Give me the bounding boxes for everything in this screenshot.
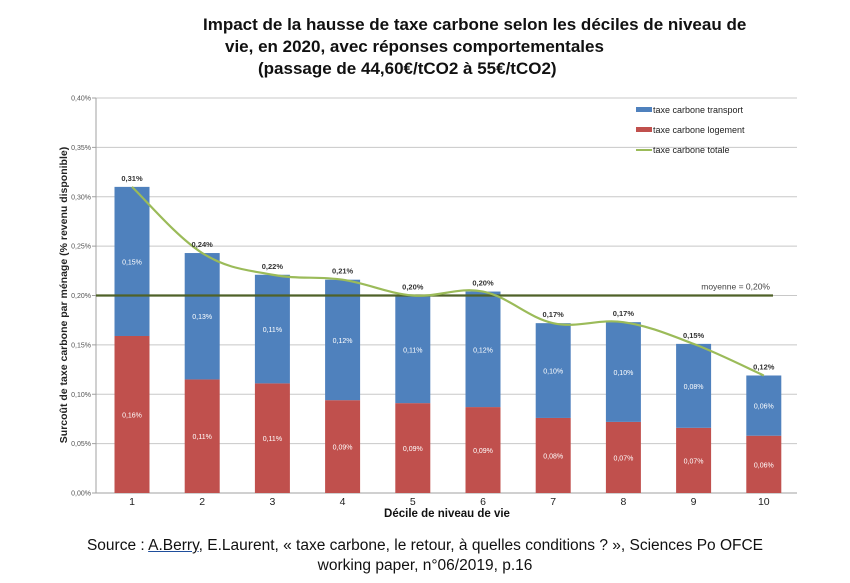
bar-taxe-carbone-logement [535,417,571,493]
y-tick-label: 0,30% [71,194,91,201]
total-data-label: 0,17% [543,310,565,319]
bar-data-label: 0,10% [543,369,563,376]
legend: taxe carbone transport taxe carbone logem… [636,105,745,155]
chart-title-line-1: Impact de la hausse de taxe carbone selo… [203,15,747,34]
bar-data-label: 0,08% [684,384,704,391]
bar-data-label: 0,11% [263,327,282,334]
author-link[interactable]: A.Berry [148,537,199,554]
y-tick-label: 0,20% [71,293,91,300]
x-tick-label: 10 [758,496,770,508]
total-data-label: 0,17% [613,309,635,318]
bar-data-label: 0,13% [192,314,212,321]
bar-taxe-carbone-transport [395,295,431,404]
chart-title-line-3: (passage de 44,60€/tCO2 à 55€/tCO2) [258,59,557,78]
y-tick-label: 0,00% [71,491,91,498]
source-citation: Source : A.Berry, E.Laurent, « taxe carb… [0,536,850,576]
bar-taxe-carbone-logement [325,400,361,493]
x-tick-label: 9 [691,496,697,508]
total-data-label: 0,15% [683,331,705,340]
bar-data-label: 0,11% [263,436,282,443]
legend-swatch-taxe-carbone-logement [636,127,652,132]
y-tick-label: 0,40% [71,96,91,103]
bar-data-label: 0,12% [473,347,493,354]
x-axis-label: Décile de niveau de vie [384,508,510,520]
legend-label-taxe-carbone-transport: taxe carbone transport [653,105,744,115]
legend-label-taxe-carbone-totale: taxe carbone totale [653,145,730,155]
x-tick-label: 4 [340,496,346,508]
bar-data-label: 0,10% [613,370,633,377]
total-data-label: 0,20% [472,279,494,288]
bar-taxe-carbone-logement [465,407,501,493]
bar-data-label: 0,06% [754,404,774,411]
bar-taxe-carbone-transport [114,186,150,336]
bars: 0,16% 0,15% 0,11% 0,13% 0,11% 0,11% 0,09% 0,12%… [114,186,782,493]
bar-data-label: 0,06% [754,462,774,469]
bar-data-label: 0,07% [613,455,633,462]
chart-title-line-2: vie, en 2020, avec réponses comportement… [225,37,604,56]
source-line-2: working paper, n°06/2019, p.16 [317,557,533,574]
bar-taxe-carbone-logement [746,435,782,493]
bar-data-label: 0,07% [684,458,704,465]
bar-data-label: 0,09% [473,448,493,455]
y-axis-ticks: 0,00% 0,05% 0,10% 0,15% 0,20% 0,25% 0,30% 0,35%… [71,96,96,498]
bar-taxe-carbone-logement [254,383,290,493]
total-data-label: 0,12% [753,362,775,371]
total-data-label: 0,20% [402,283,424,292]
bar-taxe-carbone-transport [746,375,782,436]
average-label: moyenne = 0,20% [701,282,770,292]
bar-taxe-carbone-logement [395,403,431,493]
stacked-bar-chart: 0,00% 0,05% 0,10% 0,15% 0,20% 0,25% 0,30% 0,35%… [58,96,797,520]
legend-label-taxe-carbone-logement: taxe carbone logement [653,125,745,135]
x-tick-label: 6 [480,496,486,508]
legend-swatch-taxe-carbone-transport [636,107,652,112]
total-data-label: 0,21% [332,267,354,276]
bar-data-label: 0,11% [403,347,422,354]
bar-taxe-carbone-transport [325,279,361,401]
x-tick-label: 5 [410,496,416,508]
x-tick-label: 7 [550,496,556,508]
x-axis-ticks: 1 2 3 4 5 6 7 8 9 10 [129,496,770,508]
bar-data-label: 0,16% [122,412,142,419]
bar-taxe-carbone-logement [605,421,641,493]
y-tick-label: 0,35% [71,145,91,152]
bar-data-label: 0,09% [333,445,353,452]
y-axis-label: Surcoût de taxe carbone par ménage (% re… [58,147,70,443]
bar-taxe-carbone-logement [676,427,712,493]
source-prefix: Source : [86,537,149,554]
bar-taxe-carbone-transport [605,322,641,422]
bar-taxe-carbone-transport [465,291,501,408]
bar-taxe-carbone-transport [184,253,220,380]
bar-data-label: 0,15% [122,259,142,266]
bar-data-label: 0,08% [543,453,563,460]
x-tick-label: 8 [620,496,626,508]
y-tick-label: 0,15% [71,342,91,349]
total-data-label: 0,24% [192,240,214,249]
bar-taxe-carbone-logement [184,379,220,493]
source-rest: , E.Laurent, « taxe carbone, le retour, … [198,537,764,554]
total-data-label: 0,22% [262,262,284,271]
y-tick-label: 0,25% [71,244,91,251]
x-tick-label: 1 [129,496,135,508]
x-tick-label: 3 [269,496,275,508]
total-line-path [131,186,765,377]
total-data-label: 0,31% [121,174,143,183]
bar-taxe-carbone-logement [114,335,150,493]
bar-data-label: 0,09% [403,446,423,453]
x-tick-label: 2 [199,496,205,508]
bar-data-label: 0,12% [333,338,353,345]
y-tick-label: 0,05% [71,441,91,448]
bar-taxe-carbone-transport [254,274,290,384]
y-tick-label: 0,10% [71,392,91,399]
bar-taxe-carbone-transport [535,323,571,418]
total-line: 0,31% 0,24% 0,22% 0,21% 0,20% 0,20% 0,17% 0,17%… [121,174,775,377]
bar-data-label: 0,11% [193,434,212,441]
bar-taxe-carbone-transport [676,343,712,428]
